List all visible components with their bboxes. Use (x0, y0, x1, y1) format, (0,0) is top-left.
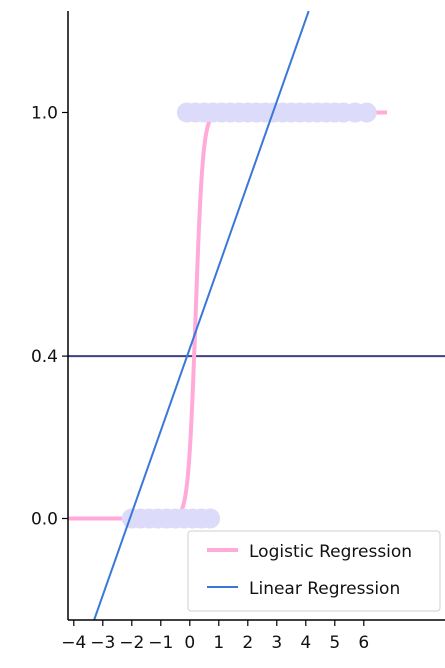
x-tick-label: 4 (300, 633, 311, 653)
x-tick-label: 2 (242, 633, 253, 653)
legend-label-logistic: Logistic Regression (249, 542, 412, 562)
legend: Logistic Regression Linear Regression (187, 530, 441, 612)
x-tick-label: 0 (184, 633, 195, 653)
x-tick-label: −4 (61, 633, 86, 653)
x-tick-label: −2 (119, 633, 144, 653)
y-tick-label: 0.0 (31, 510, 58, 530)
logistic-regression-curve (68, 110, 387, 521)
x-tick-label: −1 (148, 633, 173, 653)
y-tick-label: 0.4 (31, 347, 58, 367)
x-tick-label: 6 (358, 633, 369, 653)
data-point-class-1 (356, 102, 377, 123)
y-tick-label: 1.0 (31, 104, 58, 124)
plot-area (68, 11, 445, 620)
x-tick-label: 1 (213, 633, 224, 653)
legend-label-linear: Linear Regression (249, 579, 400, 599)
x-tick-label: 5 (329, 633, 340, 653)
data-point-class-0 (200, 508, 221, 529)
axes: 0.0 0.4 1.0 −4 −3 −2 −1 0 1 2 3 4 5 6 (31, 11, 445, 653)
x-tick-label: −3 (90, 633, 115, 653)
linear-regression-line (93, 11, 310, 620)
x-tick-label: 3 (271, 633, 282, 653)
legend-box (187, 530, 441, 612)
